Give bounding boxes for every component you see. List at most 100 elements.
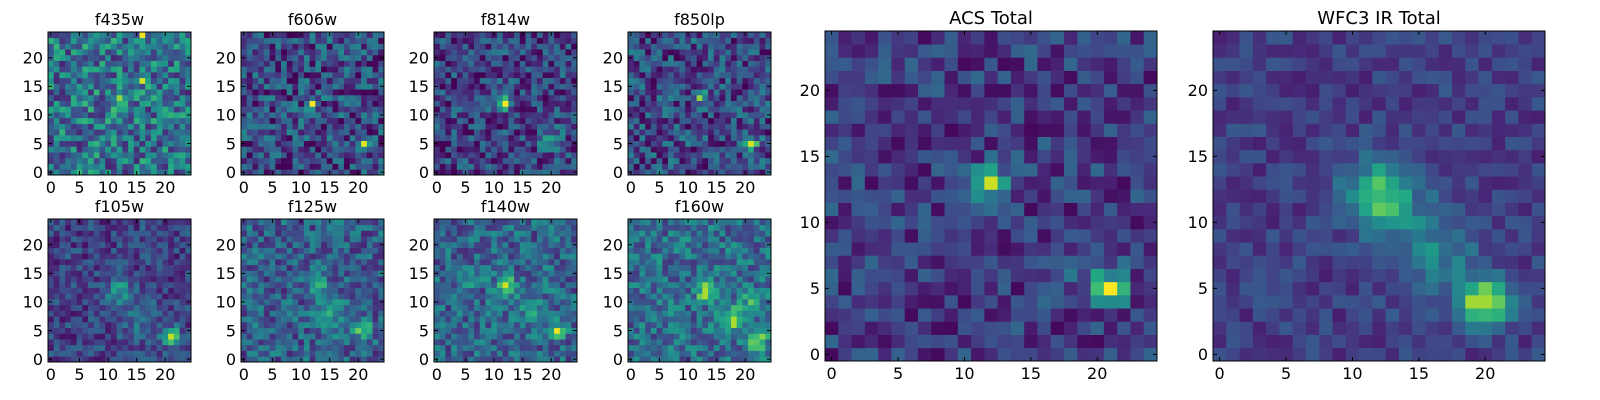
heatmap-cell [456, 293, 463, 300]
heatmap-cell [456, 94, 463, 101]
heatmap-cell [185, 163, 192, 170]
heatmap-cell [372, 219, 379, 226]
heatmap-cell [303, 169, 310, 176]
heatmap-cell [122, 241, 129, 248]
heatmap-cell [519, 72, 526, 79]
heatmap-cell [263, 304, 270, 311]
heatmap-cell [355, 350, 362, 357]
heatmap-cell [565, 299, 572, 306]
heatmap-cell [468, 259, 475, 266]
heatmap-cell [434, 60, 441, 67]
heatmap-cell [179, 253, 186, 260]
heatmap-cell [765, 293, 772, 300]
heatmap-cell [99, 117, 106, 124]
heatmap-cell [519, 77, 526, 84]
heatmap-cell [736, 106, 743, 113]
heatmap-cell [303, 270, 310, 277]
heatmap-cell [736, 54, 743, 61]
heatmap-cell [662, 77, 669, 84]
heatmap-cell [673, 152, 680, 159]
heatmap-cell [88, 247, 95, 254]
heatmap-cell [122, 310, 129, 317]
heatmap-cell [366, 356, 373, 363]
heatmap-cell [246, 72, 253, 79]
heatmap-cell [372, 344, 379, 351]
heatmap-cell [650, 43, 657, 50]
heatmap-cell [99, 230, 106, 237]
heatmap-cell [70, 333, 77, 340]
heatmap-cell [241, 37, 248, 44]
heatmap-cell [378, 339, 385, 346]
heatmap-cell [139, 100, 146, 107]
heatmap-cell [736, 37, 743, 44]
heatmap-cell [673, 134, 680, 142]
heatmap-cell [48, 247, 55, 254]
heatmap-cell [361, 32, 368, 39]
heatmap-cell [361, 169, 368, 176]
heatmap-cell [451, 37, 458, 44]
y-tick-label: 20 [216, 49, 236, 68]
heatmap-cell [645, 66, 652, 73]
heatmap-cell [286, 49, 293, 56]
heatmap-cell [462, 333, 469, 340]
heatmap-cell [99, 94, 106, 101]
heatmap-cell [639, 333, 646, 340]
heatmap-cell [286, 123, 293, 130]
heatmap-cell [730, 310, 738, 317]
heatmap-cell [748, 321, 755, 329]
heatmap-cell [179, 66, 186, 73]
heatmap-cell [372, 32, 379, 39]
heatmap-cell [173, 117, 180, 124]
heatmap-cell [258, 339, 265, 346]
heatmap-cell [462, 230, 469, 237]
heatmap-cell [321, 321, 328, 329]
heatmap-cell [456, 140, 463, 147]
heatmap-cell [542, 327, 549, 334]
heatmap-cell [252, 157, 259, 164]
heatmap-cell [736, 60, 743, 67]
heatmap-cell [485, 32, 492, 39]
heatmap-cell [133, 281, 140, 288]
heatmap-cell [145, 169, 152, 176]
heatmap-cell [93, 140, 100, 147]
heatmap-cell [366, 163, 373, 170]
heatmap-cell [679, 333, 686, 340]
heatmap-cell [145, 49, 152, 56]
heatmap-cell [65, 134, 72, 142]
heatmap-cell [110, 293, 117, 300]
heatmap-cell [315, 344, 322, 351]
heatmap-cell [685, 304, 692, 311]
heatmap-cell [536, 356, 544, 363]
heatmap-cell [525, 49, 532, 56]
heatmap-cell [258, 157, 265, 164]
heatmap-cell [536, 253, 544, 260]
heatmap-cell [275, 112, 282, 119]
heatmap-cell [168, 32, 175, 39]
heatmap-cell [559, 32, 566, 39]
heatmap-cell [162, 94, 169, 101]
heatmap-cell [321, 219, 328, 226]
heatmap-cell [742, 129, 749, 136]
heatmap-cell [496, 321, 503, 329]
heatmap-cell [548, 43, 555, 50]
heatmap-cell [628, 89, 635, 96]
heatmap-cell [725, 129, 732, 136]
heatmap-cell [479, 241, 486, 248]
heatmap-cell [269, 270, 276, 277]
heatmap-cell [70, 129, 77, 136]
heatmap-cell [531, 350, 538, 357]
heatmap-cell [48, 43, 55, 50]
heatmap-cell [286, 247, 293, 254]
heatmap-cell [736, 157, 743, 164]
heatmap-cell [338, 60, 345, 67]
heatmap-cell [753, 106, 760, 113]
heatmap-cell [303, 152, 310, 159]
heatmap-cell [502, 247, 509, 254]
heatmap-cell [514, 339, 521, 346]
heatmap-cell [252, 94, 259, 101]
heatmap-cell [59, 49, 66, 56]
heatmap-cell [571, 316, 578, 323]
heatmap-cell [445, 264, 452, 271]
heatmap-cell [673, 66, 680, 73]
heatmap-cell [105, 89, 112, 96]
